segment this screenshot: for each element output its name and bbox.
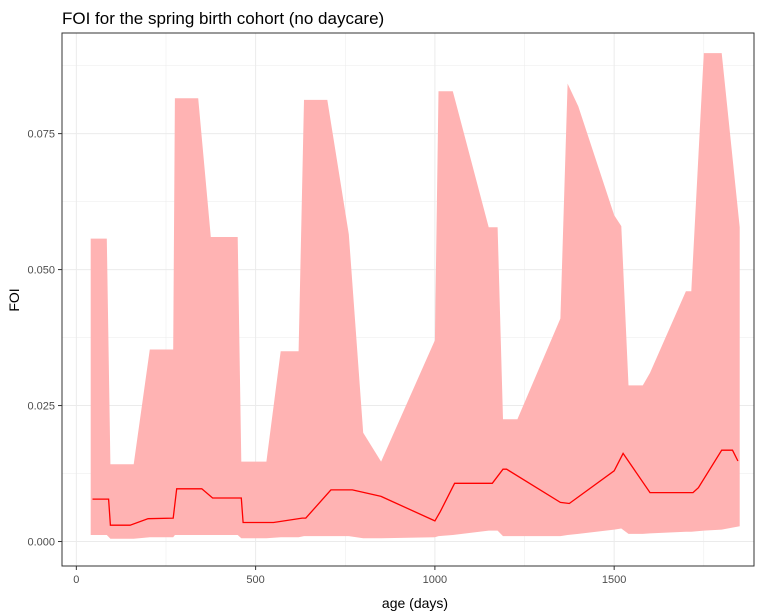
x-tick-label: 0 bbox=[73, 574, 79, 586]
y-axis-title: FOI bbox=[6, 288, 22, 311]
x-tick-label: 500 bbox=[246, 574, 264, 586]
marks bbox=[90, 53, 740, 539]
y-tick-label: 0.000 bbox=[27, 537, 55, 549]
y-axis: 0.000 0.025 0.050 0.075 bbox=[27, 129, 62, 549]
x-tick-label: 1500 bbox=[602, 574, 626, 586]
panel-border bbox=[61, 32, 755, 567]
y-tick-label: 0.050 bbox=[27, 265, 55, 277]
plot-panel bbox=[61, 32, 755, 567]
x-axis-title: age (days) bbox=[382, 595, 448, 611]
confidence-ribbon bbox=[90, 53, 740, 539]
chart-title: FOI for the spring birth cohort (no dayc… bbox=[62, 9, 384, 28]
x-tick-label: 1000 bbox=[423, 574, 447, 586]
y-tick-label: 0.075 bbox=[27, 129, 55, 141]
x-axis: 0 500 1000 1500 bbox=[73, 566, 626, 586]
foi-line bbox=[92, 449, 739, 526]
y-tick-label: 0.025 bbox=[27, 401, 55, 413]
